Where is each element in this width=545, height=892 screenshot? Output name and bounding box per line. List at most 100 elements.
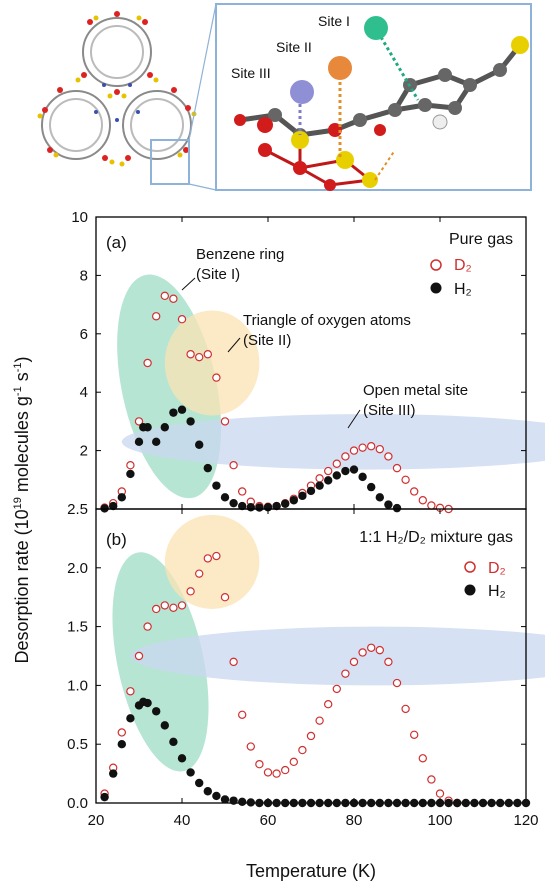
panel-b-h2-point: [410, 798, 419, 808]
panel-a-h2-point: [281, 499, 290, 508]
panel-b-y-tick-label: 2.0: [67, 560, 88, 577]
panel-a-d2-point: [358, 443, 367, 452]
panel-b-d2-point: [186, 587, 195, 596]
panel-a-d2-point: [367, 442, 376, 451]
panel-a-d2-point: [169, 294, 178, 303]
panel-b-site-highlight-3: [130, 626, 545, 686]
panel-a-h2-point: [134, 437, 144, 447]
panel-b-legend-h2-label: H₂: [488, 583, 506, 600]
panel-b-h2-point: [143, 698, 152, 708]
panel-b-d2-point: [384, 657, 393, 667]
site-ii-sphere: [328, 56, 352, 80]
panel-b-d2-point: [169, 603, 178, 612]
panel-b-h2-point: [203, 787, 212, 796]
panel-a-d2-point: [220, 417, 230, 426]
adsorption-site-inset: Site I Site II Site III: [215, 3, 532, 191]
panel-b-x-tick-label: 40: [174, 812, 191, 829]
panel-a-d2-point: [186, 350, 195, 359]
panel-b-d2-point: [194, 569, 204, 578]
x-axis-label: Temperature (K): [246, 861, 376, 881]
panel-a-label: (a): [106, 233, 127, 252]
panel-b-h2-point: [246, 798, 255, 807]
panel-a-d2-point: [177, 315, 187, 324]
panel-a-y-tick-label: 10: [71, 209, 88, 226]
panel-a-d2-point: [427, 501, 436, 510]
panel-b-legend-h2-marker: [464, 584, 476, 596]
panel-a-y-tick-label: 2.5: [67, 501, 88, 518]
panel-b-legend-d2-marker: [464, 561, 476, 573]
panel-a-d2-point: [203, 350, 212, 359]
panel-b-h2-point: [263, 798, 273, 808]
panel-a-d2-point: [134, 417, 144, 426]
panel-b-d2-point: [289, 757, 298, 767]
panel-b-d2-point: [246, 742, 255, 751]
panel-b-h2-point: [186, 768, 195, 777]
panel-b-h2-point: [349, 798, 359, 808]
panel-b-h2-point: [470, 798, 479, 808]
panel-b-ticks: 20 40 60 80 100 120 0.0 0.5 1.0 1.5 2.0: [67, 508, 539, 829]
panel-b-d2-point: [349, 657, 359, 667]
panel-a-d2-point: [384, 452, 393, 461]
panel-b-h2-point: [100, 792, 109, 802]
panel-b-d2-point: [306, 731, 316, 741]
panel-b-h2-point: [272, 798, 281, 808]
panel-b-x-tick-label: 100: [427, 812, 452, 829]
panel-a-h2-point: [341, 466, 350, 476]
panel-a-h2-point: [220, 493, 230, 502]
panel-b-d2-point: [134, 651, 144, 661]
panel-a-h2-point: [298, 491, 307, 501]
panel-b-d2-point: [401, 704, 410, 714]
panel-b-h2-point: [160, 721, 169, 730]
panel-a-h2-point: [109, 501, 118, 511]
panel-b-d2-point: [203, 554, 212, 563]
panel-b-h2-point: [513, 798, 522, 808]
panel-b-legend-title: 1:1 H₂/D₂ mixture gas: [359, 529, 513, 546]
panel-b-h2-point: [496, 798, 505, 808]
panel-a-h2-point: [324, 476, 333, 485]
annotation-site2-pointer: [227, 337, 241, 353]
panel-b-label: (b): [106, 530, 127, 549]
annotation-site1-line2: (Site I): [196, 266, 240, 283]
panel-a-data: [100, 291, 453, 514]
zoom-line-bottom: [188, 183, 217, 191]
panel-b-h2-point: [384, 798, 393, 808]
panel-b-h2-point: [152, 707, 161, 716]
panel-a-h2-point: [384, 500, 393, 509]
panel-b-highlights: [112, 514, 545, 772]
panel-b-d2-point: [358, 648, 367, 657]
panel-a-h2-point: [246, 503, 255, 512]
panel-a-ticks: 2.5 2 4 6 8 10: [67, 209, 527, 518]
panel-a-y-tick-label: 8: [80, 267, 88, 284]
panel-b-x-tick-label: 120: [513, 812, 538, 829]
panel-b-d2-point: [151, 604, 161, 614]
panel-b-d2-point: [367, 643, 376, 652]
panel-b-x-tick-label: 60: [260, 812, 277, 829]
zoom-line-top: [188, 3, 217, 141]
site-i-sphere: [364, 16, 388, 40]
panel-a-d2-point: [237, 487, 247, 496]
panel-b-h2-point: [255, 798, 264, 808]
panel-a-site-highlight-3: [121, 414, 545, 470]
panel-b-d2-point: [315, 716, 324, 725]
panel-a-d2-point: [410, 487, 419, 496]
panel-b-d2-point: [255, 759, 264, 769]
panel-a-h2-point: [177, 405, 187, 414]
panel-a-highlights: [117, 274, 545, 499]
panel-b-site-highlight-2: [164, 514, 260, 609]
panel-b-d2-point: [117, 728, 127, 737]
panel-a-h2-point: [375, 493, 384, 502]
panel-b-h2-point: [298, 798, 307, 808]
panel-b-d2-point: [298, 745, 307, 755]
site-ii-label: Site II: [276, 39, 312, 55]
panel-b-h2-point: [367, 798, 376, 808]
panel-b-h2-point: [418, 798, 427, 808]
panel-b-h2-point: [521, 798, 531, 808]
panel-b-h2-point: [478, 798, 488, 808]
panel-b-h2-point: [281, 798, 290, 808]
panel-b-x-tick-label: 80: [346, 812, 363, 829]
panel-a-d2-point: [401, 475, 410, 484]
panel-b-h2-point: [220, 795, 230, 804]
panel-b-h2-point: [117, 740, 127, 749]
panel-a-h2-point: [126, 469, 135, 479]
panel-a-d2-point: [375, 444, 384, 454]
